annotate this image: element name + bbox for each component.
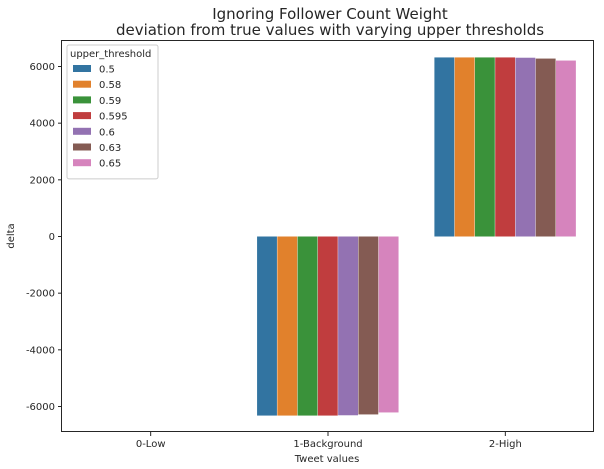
y-tick-label: -6000 xyxy=(26,402,55,413)
bar-2-High-0.6 xyxy=(515,57,536,237)
legend-label: 0.595 xyxy=(99,112,128,123)
bar-2-High-0.58 xyxy=(454,57,475,237)
legend: upper_threshold 0.5 0.58 0.59 0.595 0.6 0.63 0.… xyxy=(66,44,159,180)
legend-swatch xyxy=(73,127,91,135)
bar-1-Background-0.63 xyxy=(358,236,379,415)
x-axis-label: Tweet values xyxy=(294,454,360,465)
legend-label: 0.59 xyxy=(99,96,121,107)
chart-title-line-2: deviation from true values with varying … xyxy=(116,21,544,39)
legend-swatch xyxy=(73,65,91,72)
legend-swatch xyxy=(73,159,91,167)
y-tick-label: -2000 xyxy=(26,289,55,300)
x-tick-label: 1-Background xyxy=(293,439,362,450)
chart-title-line-1: Ignoring Follower Count Weight xyxy=(212,5,448,23)
y-tick-label: 0 xyxy=(49,232,55,243)
bar-1-Background-0.59 xyxy=(297,236,318,416)
legend-swatch xyxy=(73,96,91,104)
y-tick-label: 2000 xyxy=(30,175,55,186)
bar-1-Background-0.65 xyxy=(378,236,399,413)
bar-2-High-0.595 xyxy=(495,57,516,237)
x-axis-ticks: 0-Low 1-Background 2-High xyxy=(136,432,522,450)
bar-1-Background-0.6 xyxy=(338,236,358,416)
y-axis-ticks: -6000 -4000 -2000 0 2000 4000 6000 xyxy=(26,62,62,413)
legend-label: 0.5 xyxy=(99,65,115,76)
x-tick-label: 0-Low xyxy=(136,439,166,450)
legend-label: 0.63 xyxy=(99,143,121,154)
y-tick-label: -4000 xyxy=(26,345,55,356)
legend-swatch xyxy=(73,143,91,151)
bar-2-High-0.65 xyxy=(556,60,576,237)
legend-title: upper_threshold xyxy=(70,49,151,60)
y-axis-label: delta xyxy=(6,223,17,248)
bar-1-Background-0.595 xyxy=(317,236,338,416)
legend-swatch xyxy=(73,112,91,120)
y-tick-label: 6000 xyxy=(30,62,55,73)
bar-2-High-0.63 xyxy=(535,58,556,237)
x-tick-label: 2-High xyxy=(489,439,522,450)
bar-2-High-0.59 xyxy=(474,57,495,237)
y-tick-label: 4000 xyxy=(30,119,55,130)
legend-label: 0.58 xyxy=(99,80,121,91)
bar-2-High-0.5 xyxy=(434,57,455,237)
bar-1-Background-0.5 xyxy=(257,236,277,416)
legend-swatch xyxy=(73,80,91,88)
legend-label: 0.6 xyxy=(99,127,115,138)
plot-area xyxy=(257,57,576,416)
legend-label: 0.65 xyxy=(99,159,121,170)
bar-1-Background-0.58 xyxy=(277,236,298,416)
